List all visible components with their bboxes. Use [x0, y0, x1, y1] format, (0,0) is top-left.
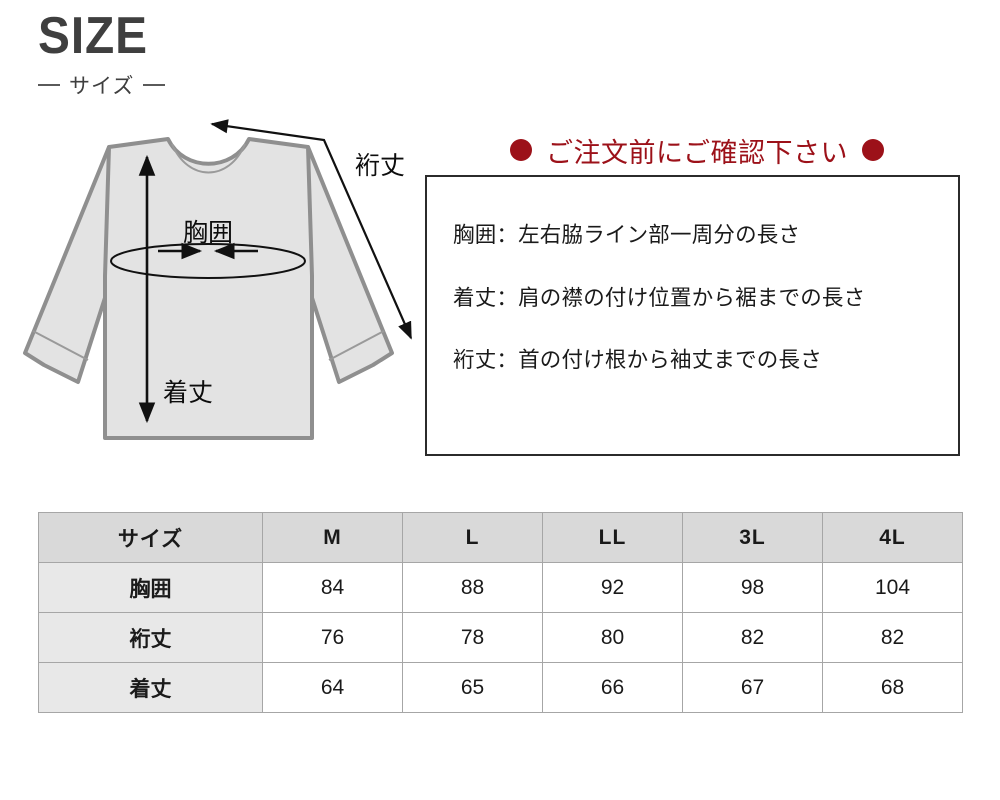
size-table: サイズ M L LL 3L 4L 胸囲 84 88 92 98 104 裄丈 7… [38, 512, 963, 713]
table-header-4l: 4L [822, 512, 963, 563]
row-label-chest: 胸囲 [38, 562, 263, 613]
explanation-line-sleeve: 裄丈：首の付け根から袖丈までの長さ [453, 348, 822, 372]
cell-chest-l: 88 [402, 562, 543, 613]
explanation-line-chest: 胸囲：左右脇ライン部一周分の長さ [453, 223, 801, 247]
chest-label: 胸囲 [183, 219, 233, 247]
table-row: 裄丈 76 78 80 82 82 [38, 612, 963, 663]
table-header-3l: 3L [682, 512, 823, 563]
cell-sleeve-3l: 82 [682, 612, 823, 663]
length-label: 着丈 [163, 379, 213, 407]
table-header-size: サイズ [38, 512, 263, 563]
table-header-m: M [262, 512, 403, 563]
bullet-dot-left-icon [510, 139, 533, 161]
cell-chest-3l: 98 [682, 562, 823, 613]
table-header-l: L [402, 512, 543, 563]
table-row: 着丈 64 65 66 67 68 [38, 662, 963, 713]
sleeve-label: 裄丈 [355, 152, 405, 180]
cell-sleeve-ll: 80 [542, 612, 683, 663]
sleeve-arrow [210, 119, 413, 340]
cell-chest-m: 84 [262, 562, 403, 613]
notice-heading: ご注文前にご確認下さい [462, 130, 932, 170]
subtitle-dash-left [38, 84, 60, 86]
table-row: 胸囲 84 88 92 98 104 [38, 562, 963, 613]
row-label-sleeve: 裄丈 [38, 612, 263, 663]
page-subtitle: サイズ [69, 75, 135, 98]
cell-sleeve-4l: 82 [822, 612, 963, 663]
cell-sleeve-l: 78 [402, 612, 543, 663]
cell-length-l: 65 [402, 662, 543, 713]
notice-heading-text: ご注文前にご確認下さい [546, 137, 848, 168]
cell-length-ll: 66 [542, 662, 683, 713]
bullet-dot-right-icon [861, 139, 884, 161]
left-sleeve [23, 145, 114, 384]
cell-chest-ll: 92 [542, 562, 683, 613]
subtitle-dash-right [143, 84, 166, 86]
table-header-ll: LL [542, 512, 683, 563]
page-title: SIZE [38, 7, 149, 65]
explanation-line-length: 着丈：肩の襟の付け位置から裾までの長さ [453, 285, 866, 310]
subtitle-row: サイズ [38, 70, 218, 100]
explanation-box: 胸囲：左右脇ライン部一周分の長さ 着丈：肩の襟の付け位置から裾までの長さ 裄丈：… [425, 175, 960, 456]
title-block: SIZE サイズ [38, 10, 298, 100]
cell-length-m: 64 [262, 662, 403, 713]
cell-length-4l: 68 [822, 662, 963, 713]
cell-sleeve-m: 76 [262, 612, 403, 663]
cell-chest-4l: 104 [822, 562, 963, 613]
row-label-length: 着丈 [38, 662, 263, 713]
garment-diagram: 胸囲 着丈 裄丈 [8, 108, 438, 468]
table-header-row: サイズ M L LL 3L 4L [38, 512, 963, 563]
cell-length-3l: 67 [682, 662, 823, 713]
